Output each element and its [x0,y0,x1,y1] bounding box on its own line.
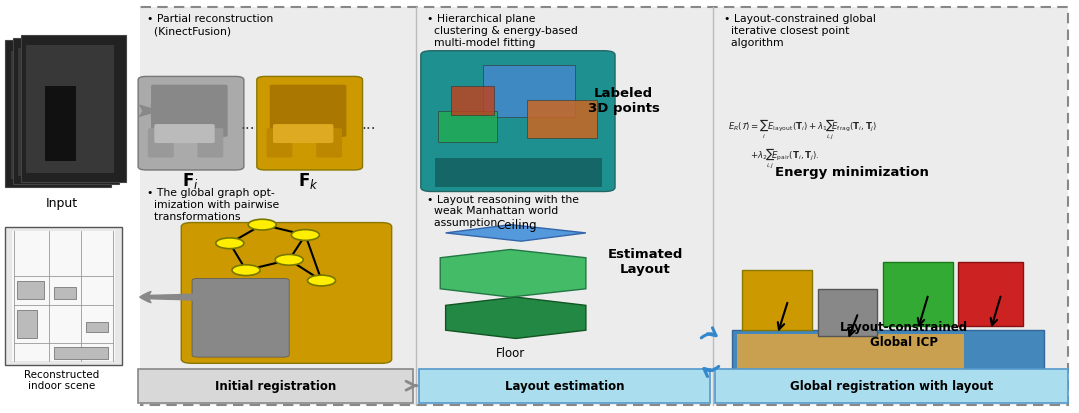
FancyBboxPatch shape [958,262,1023,326]
Text: Input: Input [45,196,78,209]
FancyBboxPatch shape [192,279,289,357]
FancyBboxPatch shape [483,66,575,118]
FancyBboxPatch shape [151,85,228,138]
FancyBboxPatch shape [54,347,108,359]
Circle shape [248,220,276,230]
FancyBboxPatch shape [13,38,119,185]
Polygon shape [446,225,586,242]
FancyBboxPatch shape [818,289,877,337]
Text: Global registration with layout: Global registration with layout [790,379,994,392]
FancyBboxPatch shape [138,77,244,171]
FancyBboxPatch shape [715,369,1068,403]
Polygon shape [440,250,586,297]
Text: $+ \lambda_2\!\sum_{i,j}\! E_\mathrm{pair}(\mathbf{T}_i,\mathbf{T}_j).$: $+ \lambda_2\!\sum_{i,j}\! E_\mathrm{pai… [750,147,819,171]
Text: • Layout-constrained global
  iterative closest point
  algorithm: • Layout-constrained global iterative cl… [724,14,876,47]
FancyBboxPatch shape [54,287,76,299]
FancyBboxPatch shape [435,159,602,188]
FancyBboxPatch shape [270,85,346,138]
Circle shape [308,275,336,286]
FancyBboxPatch shape [0,0,140,413]
FancyBboxPatch shape [148,129,174,158]
FancyBboxPatch shape [419,369,710,403]
FancyBboxPatch shape [527,101,597,138]
FancyBboxPatch shape [12,231,115,361]
FancyBboxPatch shape [133,8,1068,405]
FancyBboxPatch shape [17,310,37,339]
Text: • Partial reconstruction
  (KinectFusion): • Partial reconstruction (KinectFusion) [147,14,273,36]
Text: Layout estimation: Layout estimation [505,379,624,392]
FancyBboxPatch shape [26,46,114,174]
FancyBboxPatch shape [17,281,44,299]
Text: • Hierarchical plane
  clustering & energy-based
  multi-model fitting: • Hierarchical plane clustering & energy… [427,14,578,47]
FancyBboxPatch shape [38,90,68,164]
Text: Ceiling: Ceiling [496,218,537,232]
FancyBboxPatch shape [21,36,126,182]
Circle shape [216,238,244,249]
Text: • The global graph opt-
  imization with pairwise
  transformations: • The global graph opt- imization with p… [147,188,279,221]
FancyBboxPatch shape [45,87,76,161]
Text: Reconstructed
indoor scene: Reconstructed indoor scene [24,369,99,390]
Text: ...: ... [241,116,256,131]
Polygon shape [446,297,586,339]
Text: Layout-constrained
Global ICP: Layout-constrained Global ICP [841,320,968,348]
Text: • Layout reasoning with the
  weak Manhattan world
  assumption: • Layout reasoning with the weak Manhatt… [427,194,579,227]
Text: Estimated
Layout: Estimated Layout [607,248,683,276]
FancyBboxPatch shape [5,41,111,188]
Text: Floor: Floor [496,347,525,360]
FancyBboxPatch shape [732,376,1044,393]
FancyBboxPatch shape [257,77,363,171]
FancyBboxPatch shape [5,227,122,366]
Text: Labeled
3D points: Labeled 3D points [588,87,659,115]
FancyBboxPatch shape [138,369,413,403]
Circle shape [232,265,260,276]
Circle shape [291,230,319,241]
FancyBboxPatch shape [30,93,60,167]
FancyBboxPatch shape [732,330,1044,378]
Text: $\mathbf{F}_{i}$: $\mathbf{F}_{i}$ [181,171,199,191]
FancyBboxPatch shape [11,52,99,180]
FancyBboxPatch shape [421,52,615,192]
FancyBboxPatch shape [737,335,964,376]
FancyBboxPatch shape [197,129,223,158]
Text: $\mathbf{F}_{k}$: $\mathbf{F}_{k}$ [298,171,319,191]
Text: ...: ... [361,116,377,131]
FancyBboxPatch shape [154,125,215,144]
Text: Energy minimization: Energy minimization [775,165,929,178]
FancyBboxPatch shape [316,129,342,158]
FancyBboxPatch shape [742,271,812,330]
Text: Initial registration: Initial registration [215,379,337,392]
FancyBboxPatch shape [18,49,107,177]
Circle shape [275,255,303,266]
FancyBboxPatch shape [181,223,392,363]
FancyBboxPatch shape [451,87,494,116]
FancyBboxPatch shape [438,112,497,142]
FancyBboxPatch shape [883,262,953,326]
FancyBboxPatch shape [267,129,292,158]
FancyBboxPatch shape [86,322,108,332]
Text: $E_R(\mathcal{T}) = \sum_i E_\mathrm{layout}(\mathbf{T}_i) + \lambda_1\!\sum_{i,: $E_R(\mathcal{T}) = \sum_i E_\mathrm{lay… [728,118,878,142]
FancyBboxPatch shape [273,125,333,144]
